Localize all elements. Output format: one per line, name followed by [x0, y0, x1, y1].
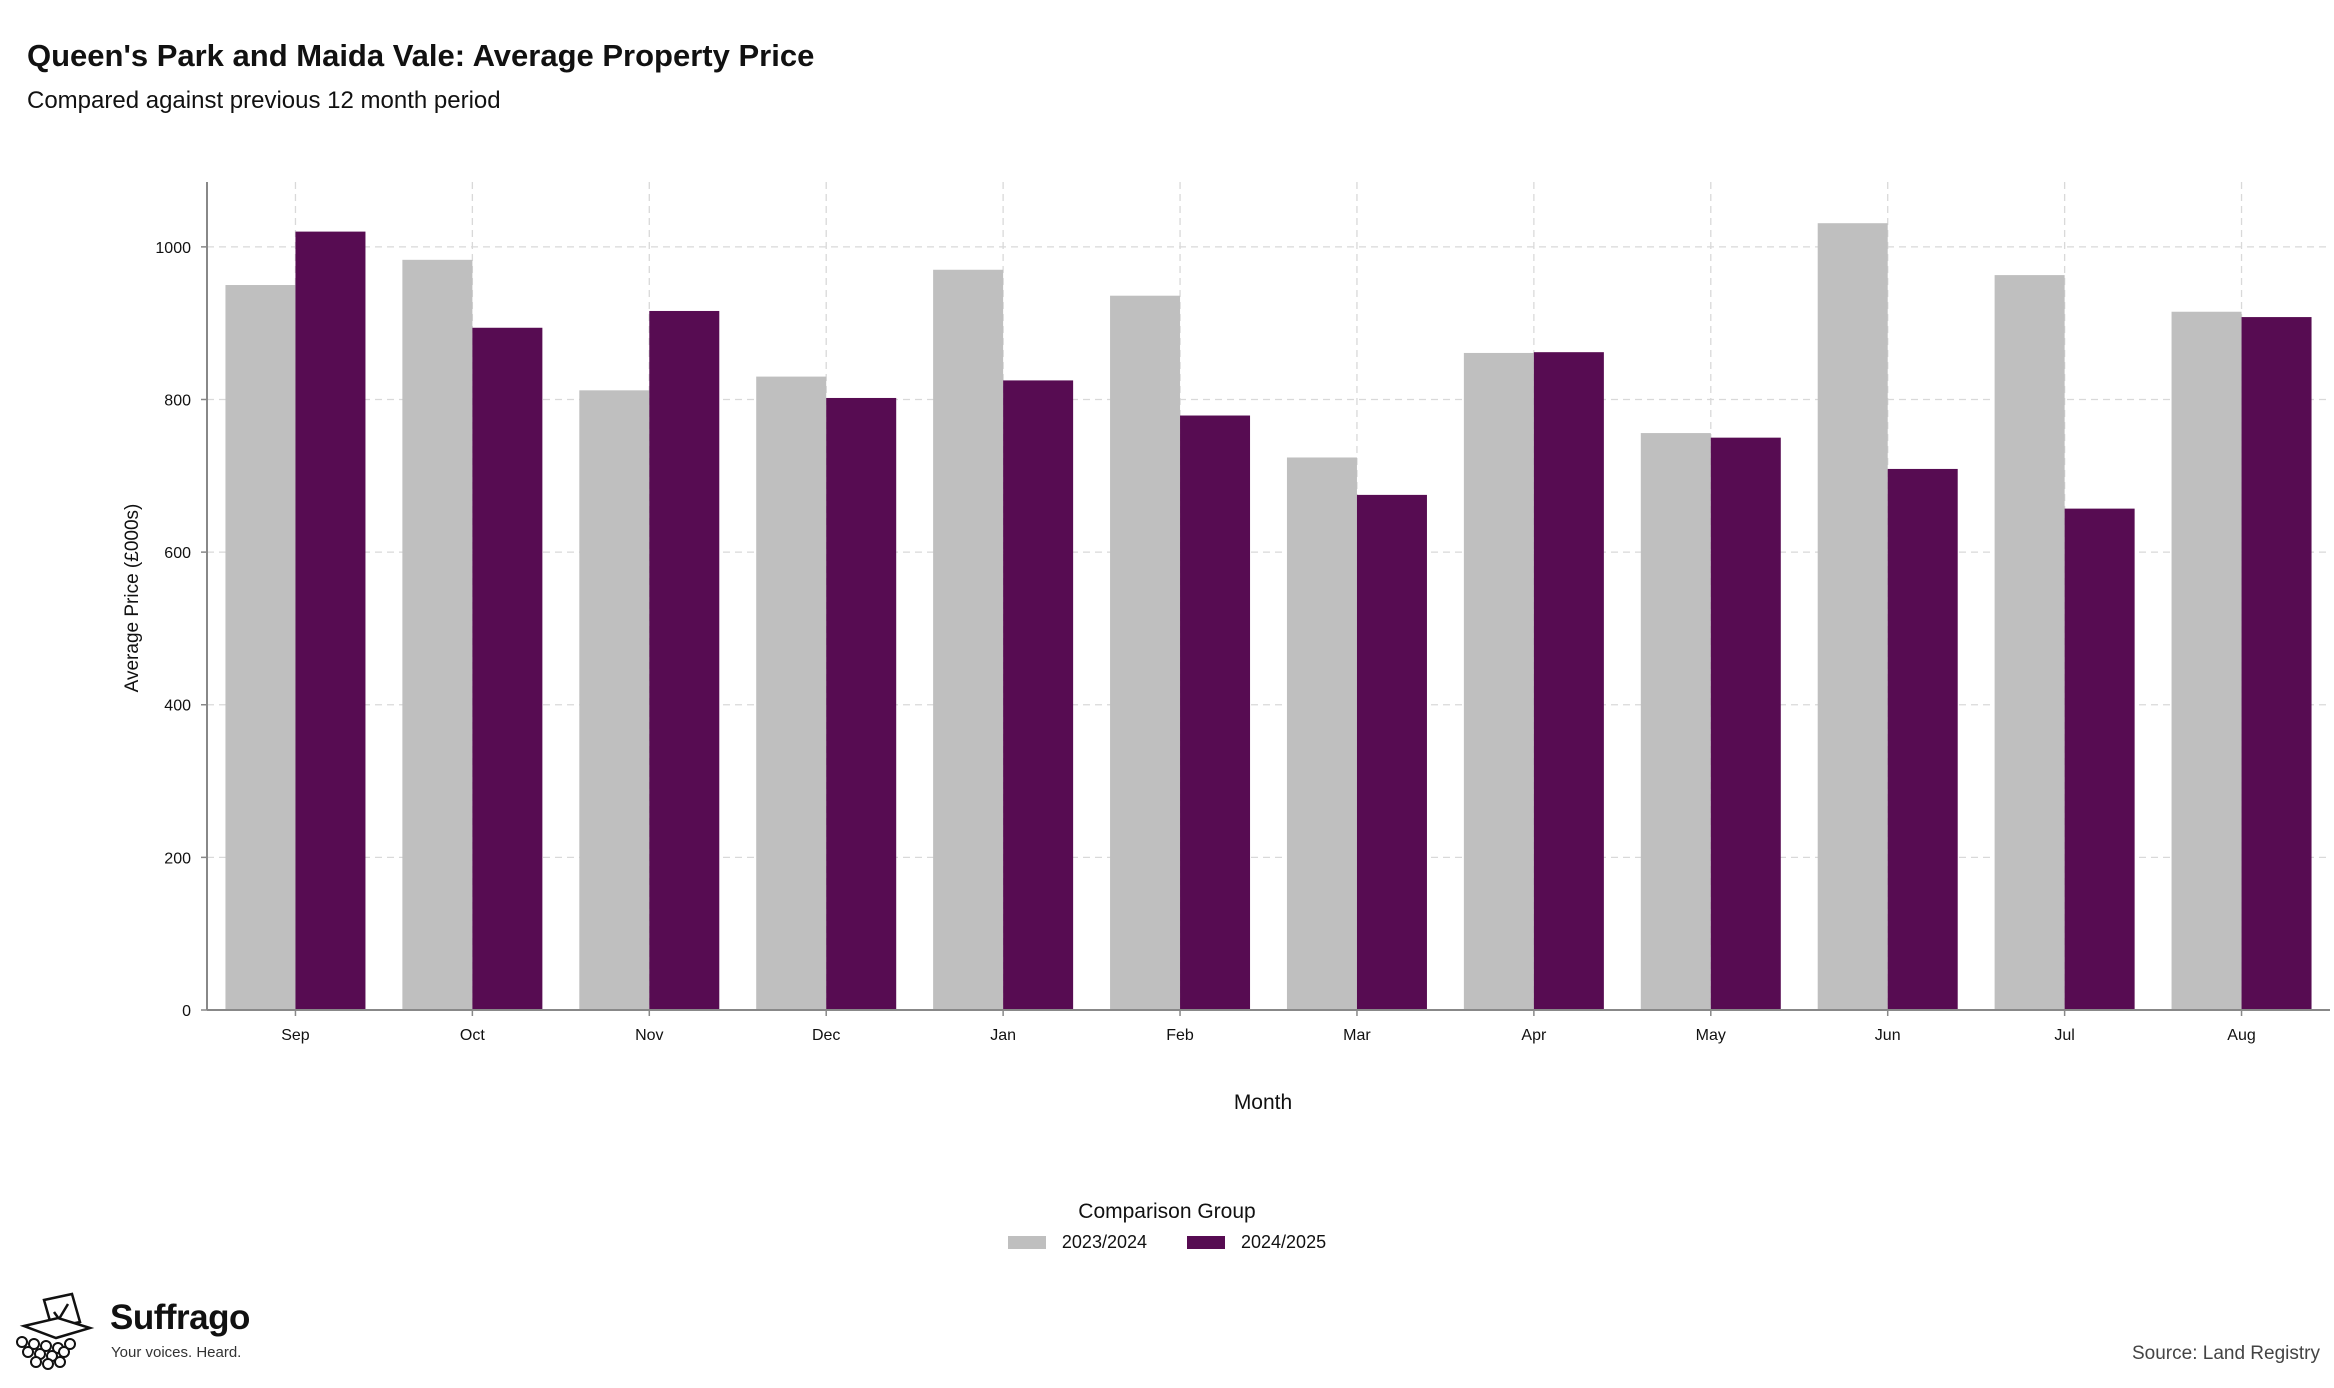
bar-2023-2024-aug — [2171, 311, 2242, 1010]
bar-2024-2025-aug — [2241, 317, 2312, 1010]
chart-subtitle: Compared against previous 12 month perio… — [27, 87, 501, 114]
ballot-box-icon — [16, 1292, 95, 1370]
bar-2023-2024-apr — [1463, 352, 1534, 1011]
x-tick-label: Aug — [2227, 1027, 2255, 1044]
bar-2024-2025-may — [1710, 437, 1781, 1010]
x-tick-label: Jan — [990, 1027, 1016, 1044]
bar-2024-2025-feb — [1180, 415, 1251, 1010]
x-tick-label: Jul — [2054, 1027, 2074, 1044]
y-tick-label: 600 — [164, 545, 191, 562]
x-axis-label: Month — [1234, 1091, 1292, 1114]
bar-2023-2024-jun — [1817, 223, 1888, 1010]
bar-2023-2024-jul — [1994, 275, 2065, 1010]
y-tick-label: 1000 — [155, 240, 191, 257]
suffrago-logo: Suffrago Your voices. Heard. — [14, 1292, 274, 1378]
legend-item-2024-2025: 2024/2025 — [1187, 1232, 1326, 1253]
y-tick-label: 800 — [164, 392, 191, 409]
bar-2024-2025-mar — [1356, 494, 1427, 1011]
bar-2023-2024-dec — [756, 376, 827, 1010]
axes: 0 200 400 600 800 1000 Sep Oct Nov Dec Jan Feb Mar Ap… — [155, 182, 2330, 1044]
x-tick-label: Nov — [635, 1027, 663, 1044]
bar-2024-2025-jul — [2064, 508, 2135, 1010]
bar-2023-2024-jan — [933, 269, 1004, 1010]
y-tick-label: 0 — [182, 1003, 191, 1020]
bar-2024-2025-jan — [1003, 380, 1074, 1010]
bar-2023-2024-feb — [1110, 295, 1181, 1010]
bar-2023-2024-mar — [1286, 457, 1357, 1011]
bar-2024-2025-dec — [826, 397, 897, 1011]
x-tick-label: Jun — [1875, 1027, 1901, 1044]
x-tick-label: Sep — [281, 1027, 310, 1044]
x-tick-label: May — [1696, 1027, 1726, 1044]
legend-label: 2023/2024 — [1061, 1232, 1147, 1252]
y-tick-label: 200 — [164, 850, 191, 867]
bar-2024-2025-apr — [1533, 352, 1604, 1010]
y-tick-label: 400 — [164, 698, 191, 715]
bar-2023-2024-oct — [402, 259, 473, 1011]
source-note: Source: Land Registry — [2132, 1343, 2320, 1364]
legend-label: 2024/2025 — [1241, 1232, 1327, 1252]
bar-2024-2025-oct — [472, 327, 543, 1010]
brand-tagline: Your voices. Heard. — [111, 1344, 242, 1361]
chart-title: Queen's Park and Maida Vale: Average Pro… — [27, 38, 815, 73]
bar-2023-2024-nov — [579, 390, 650, 1011]
legend-swatch — [1007, 1236, 1046, 1249]
bar-2023-2024-sep — [225, 285, 296, 1010]
bar-2023-2024-may — [1640, 433, 1711, 1011]
x-tick-label: Mar — [1343, 1027, 1371, 1044]
x-tick-label: Feb — [1166, 1027, 1194, 1044]
y-axis-label: Average Price (£000s) — [122, 504, 143, 693]
bar-2024-2025-jun — [1887, 468, 1958, 1011]
legend: Comparison Group 2023/2024 2024/2025 — [0, 1200, 2334, 1253]
brand-name: Suffrago — [110, 1298, 250, 1337]
x-tick-label: Oct — [460, 1027, 485, 1044]
legend-title: Comparison Group — [1078, 1200, 1256, 1223]
x-tick-label: Dec — [812, 1027, 840, 1044]
x-tick-label: Apr — [1521, 1027, 1547, 1044]
bar-2024-2025-sep — [295, 231, 366, 1010]
legend-swatch — [1187, 1236, 1225, 1249]
bars — [225, 223, 2312, 1011]
bar-2024-2025-nov — [649, 310, 720, 1010]
legend-item-2023-2024: 2023/2024 — [1007, 1232, 1147, 1253]
